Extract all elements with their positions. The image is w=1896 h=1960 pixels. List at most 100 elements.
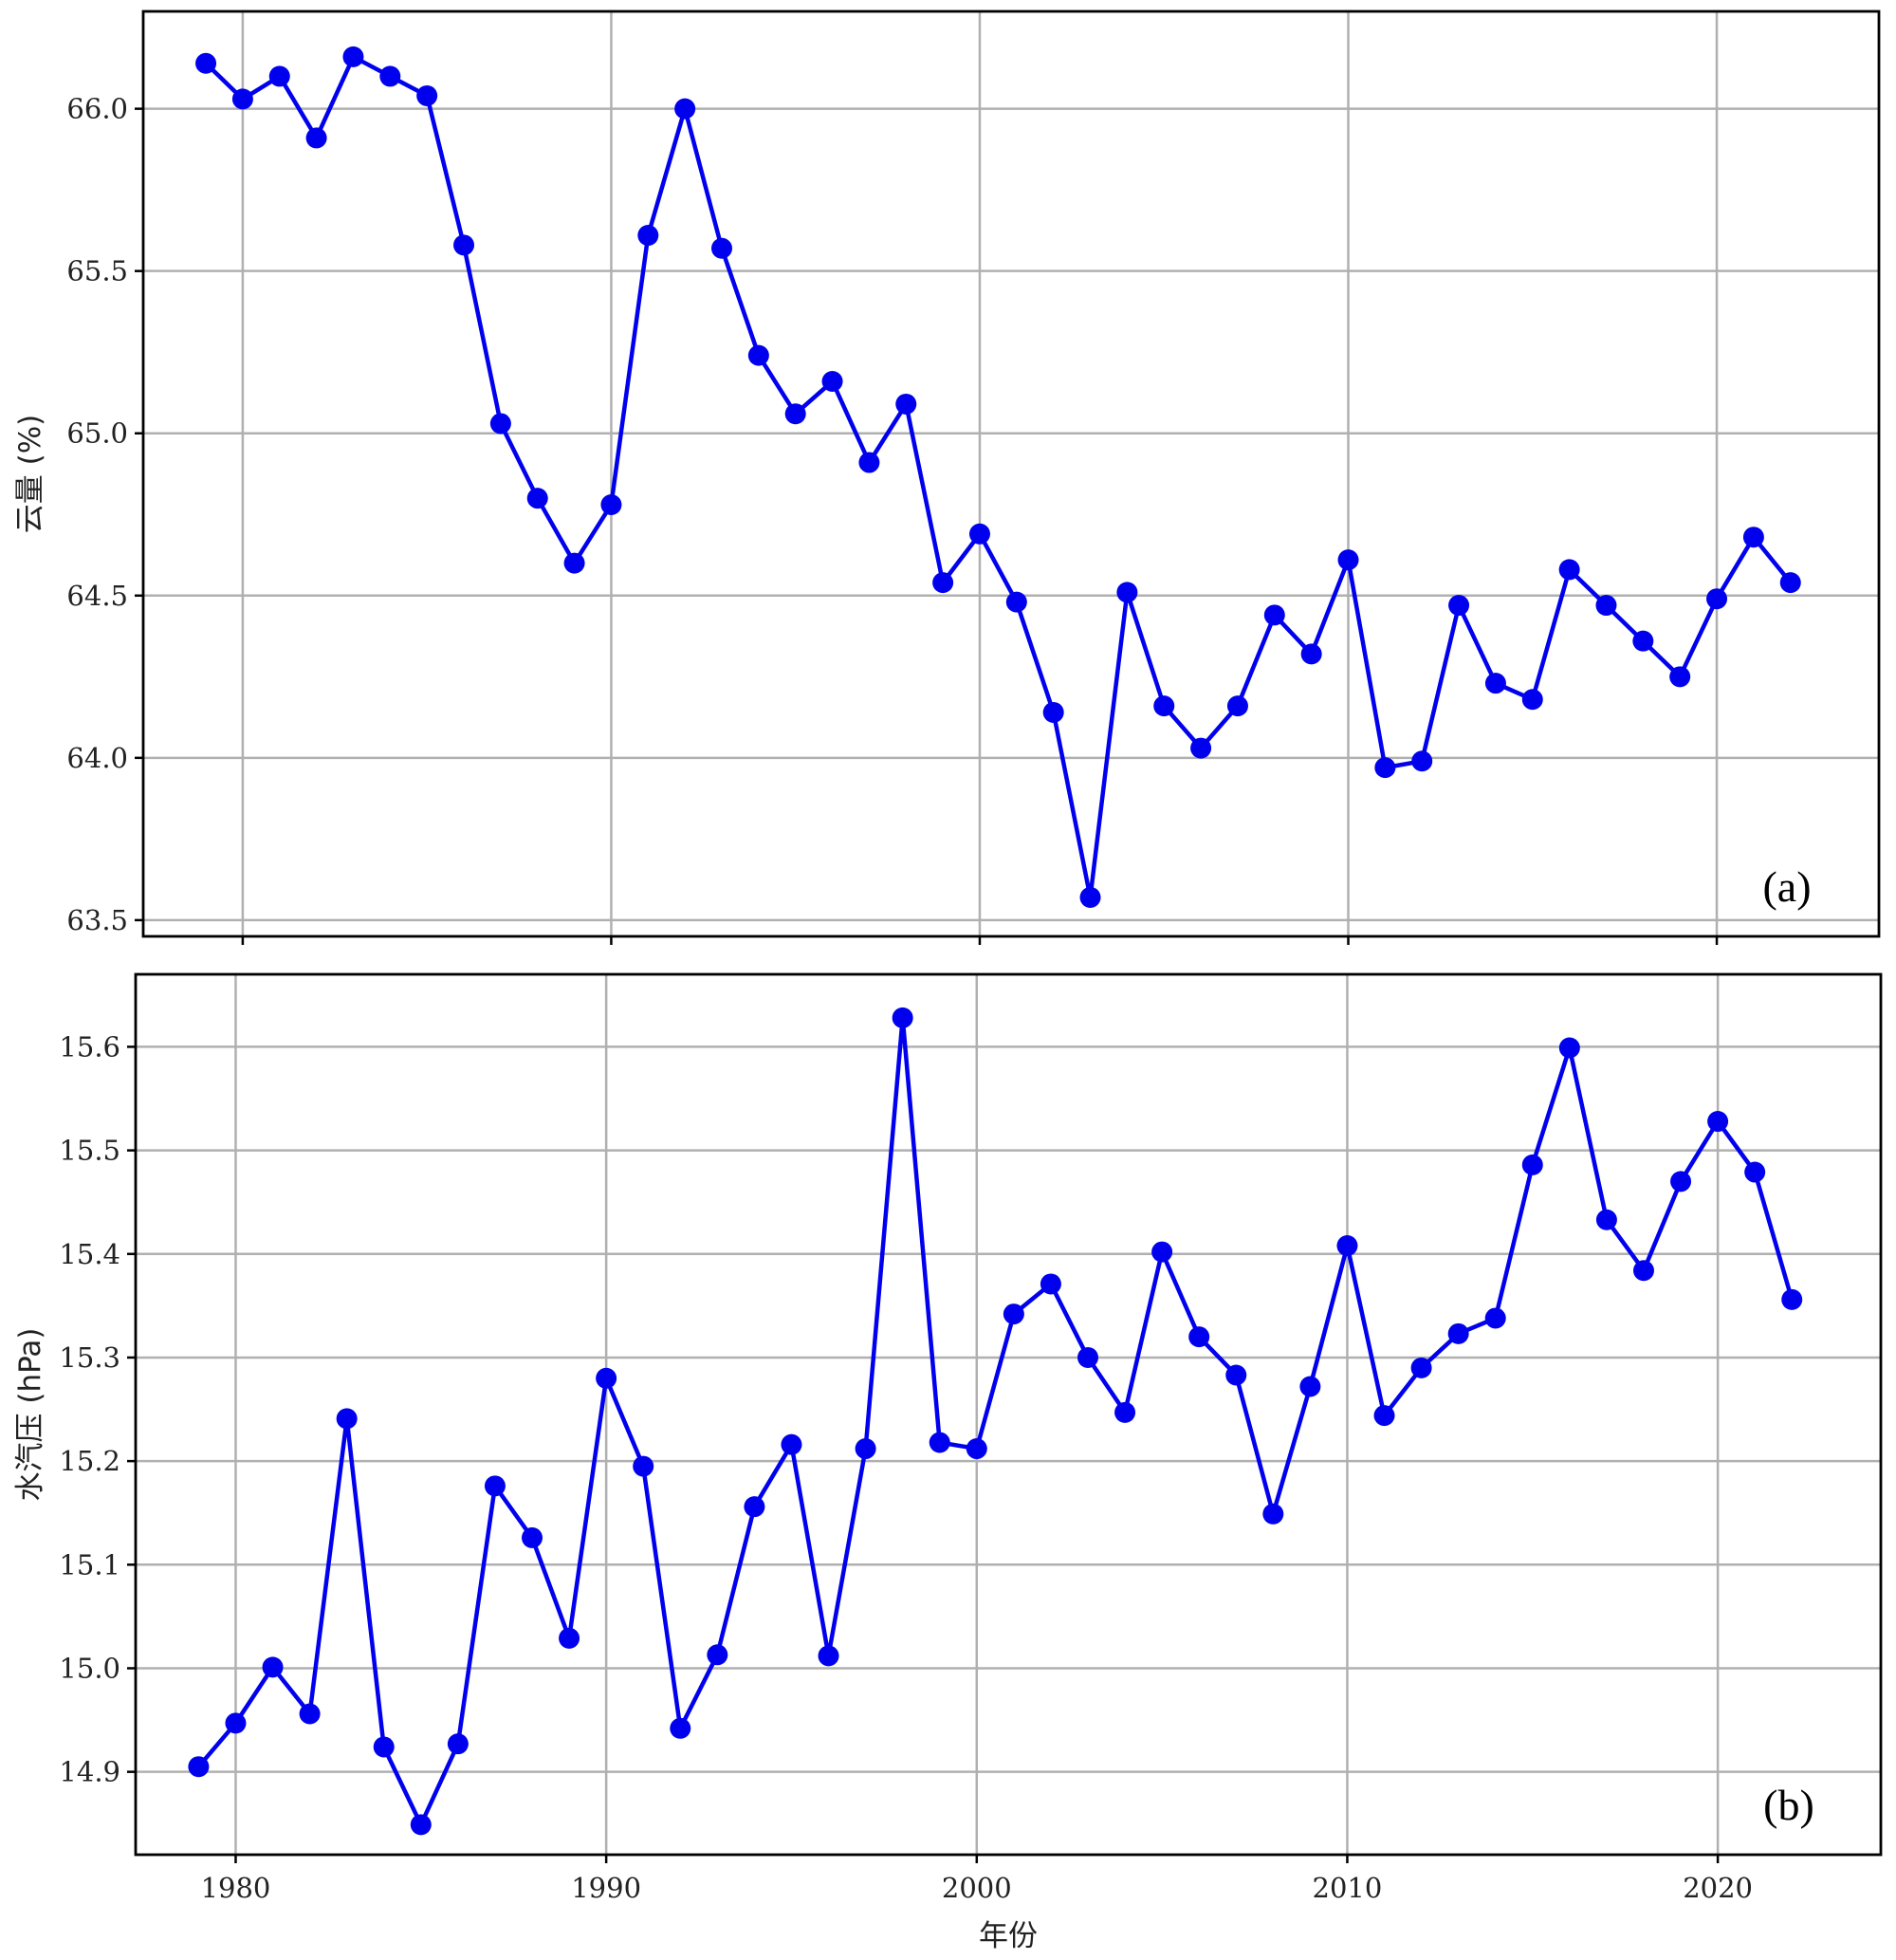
panel-a-data-point <box>1706 588 1728 610</box>
panel-b-data-point <box>1632 1260 1654 1282</box>
panel-a-y-tick-label: 65.5 <box>66 255 128 287</box>
panel-b-data-point <box>1225 1364 1247 1386</box>
panel-a-data-point <box>1669 666 1691 688</box>
panel-b-data-point <box>1595 1209 1617 1230</box>
panel-b-data-point <box>1447 1322 1469 1344</box>
panel-b-x-tick-label: 2010 <box>1313 1872 1383 1904</box>
panel-a-data-point <box>1779 572 1801 594</box>
panel-b-data-point <box>1336 1235 1358 1257</box>
panel-b-ticks <box>127 1045 1720 1863</box>
panel-b-series-line <box>196 1015 1795 1827</box>
panel-a-data-point <box>1374 757 1396 779</box>
panel-a-data-point <box>968 523 990 545</box>
panel-a-frame <box>141 9 1881 938</box>
panel-a-data-point <box>1116 582 1138 603</box>
panel-a-data-point <box>305 127 327 149</box>
panel-a-data-point <box>453 234 475 256</box>
panel-b-x-tick-label: 2020 <box>1683 1872 1753 1904</box>
panel-b-series <box>188 1007 1803 1836</box>
panel-a-data-point <box>1595 595 1617 617</box>
panel-b-data-point <box>1040 1273 1061 1295</box>
panel-b-data-point <box>373 1736 395 1758</box>
panel-a-data-point <box>1263 604 1285 626</box>
panel-a-data-point <box>1448 595 1470 617</box>
panel-b-data-point <box>522 1526 543 1548</box>
panel-b-data-point <box>1188 1326 1210 1348</box>
panel-b-tag: (b) <box>1763 1781 1814 1829</box>
panel-a-data-point <box>1005 591 1027 613</box>
panel-b-data-point <box>1262 1503 1284 1525</box>
panel-b-data-point <box>633 1455 654 1477</box>
panel-b-data-point <box>670 1717 691 1739</box>
panel-a-y-tick-labels: 63.5 64.0 64.5 65.0 65.5 66.0 <box>66 93 128 936</box>
panel-a-data-point <box>1153 695 1175 717</box>
panel-a-y-tick-label: 63.5 <box>66 904 128 936</box>
panel-a-y-tick-label: 64.5 <box>66 580 128 612</box>
panel-b-y-tick-label: 15.4 <box>59 1238 120 1270</box>
panel-a-ticks <box>135 107 1719 945</box>
panel-b-data-point <box>1744 1161 1766 1183</box>
panel-a-data-point <box>231 88 253 110</box>
panel-a-data-point <box>1226 695 1248 717</box>
panel-a-data-point <box>563 552 585 574</box>
panel-b-y-tick-label: 15.3 <box>59 1341 120 1374</box>
panel-a-data-point <box>674 98 696 120</box>
panel-a-data-point <box>1632 630 1654 652</box>
panel-b-data-point <box>855 1438 876 1460</box>
panel-a-data-point <box>1337 549 1359 571</box>
panel-a-data-point <box>1558 559 1580 581</box>
panel-b-data-point <box>336 1408 358 1430</box>
panel-b-data-point <box>1410 1357 1432 1378</box>
panel-b-data-point <box>1781 1288 1803 1310</box>
panel-b-data-point <box>1707 1111 1729 1133</box>
panel-b-data-point <box>1151 1241 1173 1263</box>
panel-a-data-point <box>1190 737 1212 759</box>
panel-a-data-point <box>821 371 843 392</box>
panel-b-data-point <box>188 1756 210 1778</box>
panel-a-data-point <box>1411 750 1433 772</box>
panel-a-data-point <box>379 65 401 87</box>
panel-b-data-point <box>892 1007 913 1028</box>
panel-a-data-point <box>489 413 511 435</box>
panel-b-data-point <box>1558 1037 1580 1059</box>
panel-b-data-point <box>707 1644 728 1666</box>
panel-a-data-point <box>1042 701 1064 723</box>
panel-b-data-point <box>225 1712 247 1734</box>
panel-a-grid <box>143 11 1879 936</box>
panel-b-y-tick-label: 15.5 <box>59 1135 120 1167</box>
panel-b-data-point <box>1299 1376 1321 1397</box>
panel-a-data-point <box>416 84 438 106</box>
panel-b-y-tick-label: 15.6 <box>59 1030 120 1063</box>
panel-a-data-point <box>600 494 622 515</box>
panel-b-y-tick-label: 15.2 <box>59 1445 120 1477</box>
panel-a-data-point <box>1521 689 1543 711</box>
panel-b-data-point <box>818 1645 839 1667</box>
panel-b-x-tick-label: 1980 <box>201 1872 271 1904</box>
panel-a-data-point <box>195 52 217 74</box>
panel-b-data-point <box>484 1475 506 1497</box>
panel-b-data-point <box>596 1367 617 1389</box>
panel-b-data-point <box>1373 1405 1395 1427</box>
panel-a-data-point <box>526 488 548 509</box>
panel-a-data-point <box>747 344 769 366</box>
x-axis-label: 年份 <box>979 1919 1038 1953</box>
panel-a-data-point <box>858 452 880 473</box>
panel-a-data-point <box>1742 527 1764 548</box>
panel-a-y-tick-label: 65.0 <box>66 417 128 450</box>
panel-b-data-point <box>744 1496 765 1518</box>
panel-b-y-tick-label: 14.9 <box>59 1756 120 1788</box>
panel-b-data-point <box>447 1733 469 1755</box>
panel-a-data-point <box>895 393 917 415</box>
panel-b-y-tick-label: 15.1 <box>59 1548 120 1581</box>
panel-b-data-point <box>559 1627 580 1649</box>
panel-a-series <box>195 46 1801 908</box>
panel-a-data-point <box>1079 886 1101 908</box>
panel-b-frame <box>134 972 1883 1857</box>
panel-a-data-point <box>1300 643 1322 665</box>
panel-b-data-point <box>1670 1171 1692 1193</box>
panel-a-data-point <box>932 572 954 594</box>
panel-b-x-tick-label: 2000 <box>942 1872 1012 1904</box>
panel-a-cloud-cover: 63.5 64.0 64.5 65.0 65.5 66.0 云量 (%) (a) <box>13 9 1881 945</box>
